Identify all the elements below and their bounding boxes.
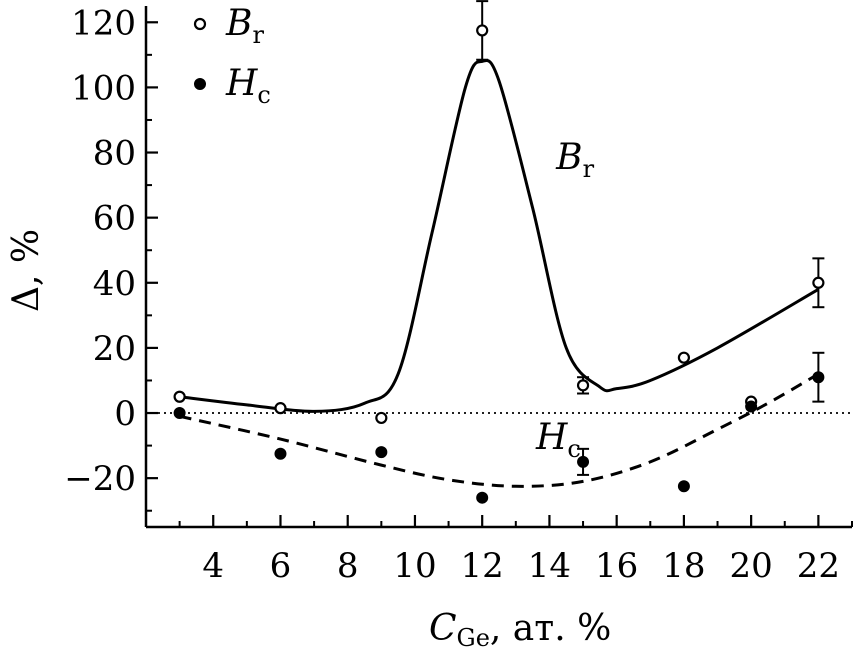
ticks: 4 6 8 10 12 14 16 18 20 22 −20 0 20 40 60 80 100 120	[64, 3, 853, 586]
x-tick-label: 4	[202, 546, 224, 586]
series-br-point	[476, 24, 489, 37]
legend-entry-sub: c	[257, 81, 270, 109]
series-hc-curve-label-main: H	[535, 417, 568, 458]
series-br-point	[274, 402, 287, 415]
series-hc-point	[677, 480, 690, 493]
series-hc-point	[745, 400, 758, 413]
curve-labels: Br Hc	[535, 137, 595, 463]
series-hc-point	[577, 455, 590, 468]
y-tick-label: 40	[93, 264, 136, 304]
series-br-point	[375, 411, 388, 425]
x-tick-label: 6	[270, 546, 292, 586]
series-br-curve-label: Br	[555, 137, 594, 183]
y-tick-label: 20	[93, 329, 136, 369]
y-tick-label: 80	[93, 134, 136, 174]
series-br-point	[677, 351, 691, 364]
axes	[144, 6, 852, 529]
y-axis-label: Δ, %	[6, 229, 47, 312]
x-axis-label-main: C	[429, 608, 457, 649]
y-tick-label: 60	[93, 199, 136, 239]
series-hc-curve-label-sub: c	[567, 435, 580, 463]
fit-curves	[179, 59, 820, 488]
legend-entry-main: B	[225, 3, 252, 44]
y-tick-label: −20	[64, 459, 136, 499]
series-hc-point	[476, 491, 489, 504]
series-hc-fit-curve	[179, 372, 820, 488]
legend-entry-1: Hc	[225, 63, 271, 109]
x-tick-label: 20	[730, 546, 773, 586]
y-tick-label: 120	[71, 3, 136, 43]
x-tick-label: 12	[461, 546, 504, 586]
x-tick-label: 16	[595, 546, 638, 586]
legend-entry-sub: r	[252, 21, 264, 49]
series-hc-point	[812, 371, 825, 384]
series-hc-point	[274, 447, 287, 460]
x-tick-label: 18	[662, 546, 705, 586]
series-hc-point	[173, 407, 186, 420]
x-tick-label: 8	[337, 546, 359, 586]
x-axis-label: CGe, ат. %	[429, 608, 611, 652]
x-tick-label: 14	[528, 546, 571, 586]
x-tick-label: 22	[797, 546, 840, 586]
series-br-point	[576, 379, 590, 392]
error-bars	[476, 0, 825, 476]
y-tick-label: 0	[114, 394, 136, 434]
series-br-fit-curve	[179, 59, 820, 413]
series-br-curve-label-sub: r	[583, 155, 595, 183]
series-hc-curve-label: Hc	[535, 417, 581, 463]
series-br-point	[812, 276, 825, 289]
x-tick-label: 10	[393, 546, 436, 586]
series-hc-point	[375, 446, 388, 459]
axis-labels: CGe, ат. % Δ, %	[6, 229, 611, 652]
series-br-point	[173, 390, 186, 403]
x-axis-label-rest: , ат. %	[490, 608, 611, 649]
x-axis-label-sub: Ge	[457, 624, 490, 652]
legend-entry-main: H	[225, 63, 258, 104]
legend-marker-0	[193, 17, 207, 31]
legend-entry-0: Br	[225, 3, 264, 49]
y-tick-label: 100	[71, 68, 136, 108]
series-br-curve-label-main: B	[555, 137, 582, 178]
legend-marker-1	[194, 78, 206, 90]
data-points	[173, 24, 825, 504]
